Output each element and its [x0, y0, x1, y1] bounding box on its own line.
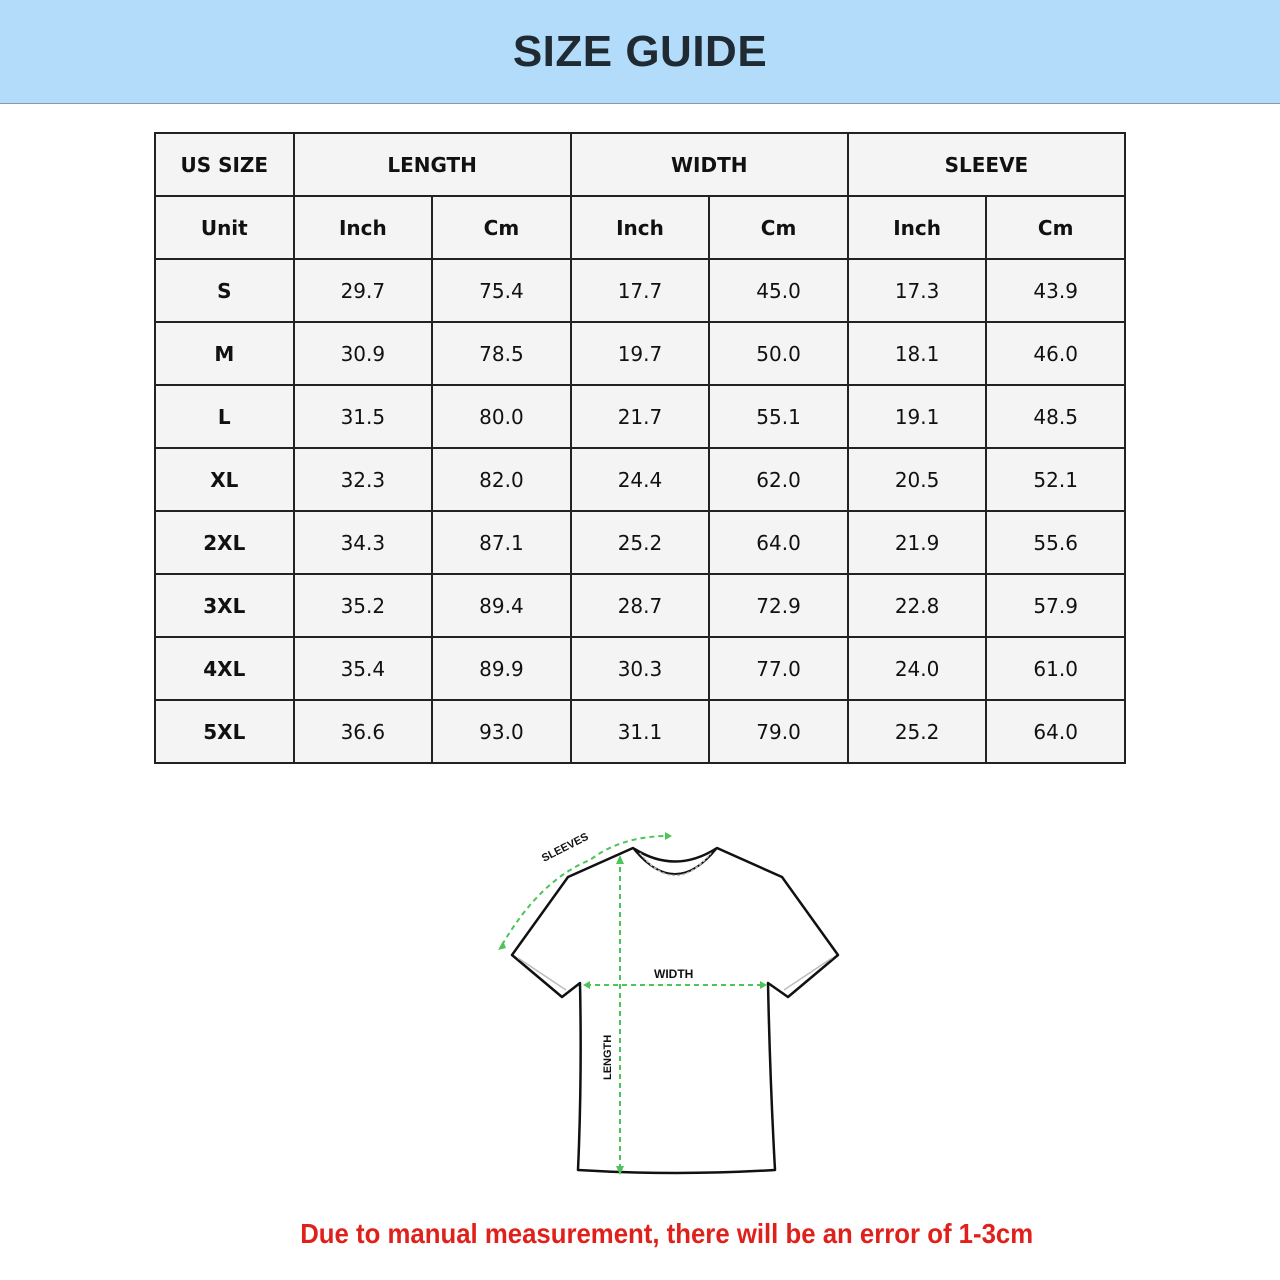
value-cell: 52.1 — [985, 447, 1126, 512]
value-cell: 25.2 — [846, 699, 988, 764]
measurement-note: Due to manual measurement, there will be… — [300, 1218, 1034, 1249]
value-cell: 61.0 — [985, 636, 1126, 701]
value-cell: 24.0 — [846, 636, 988, 701]
unit-header: Cm — [708, 195, 849, 260]
value-cell: 45.0 — [708, 258, 849, 323]
value-cell: 31.5 — [292, 384, 434, 449]
table-row: 5XL 36.6 93.0 31.1 79.0 25.2 64.0 — [154, 699, 1126, 764]
unit-header: Cm — [985, 195, 1126, 260]
value-cell: 55.1 — [708, 384, 849, 449]
value-cell: 25.2 — [569, 510, 711, 575]
value-cell: 19.7 — [569, 321, 711, 386]
value-cell: 82.0 — [431, 447, 572, 512]
value-cell: 93.0 — [431, 699, 572, 764]
width-label: WIDTH — [654, 967, 693, 981]
value-cell: 30.9 — [292, 321, 434, 386]
value-cell: 77.0 — [708, 636, 849, 701]
value-cell: 48.5 — [985, 384, 1126, 449]
sleeves-arrow — [501, 835, 666, 946]
measure-arrows — [501, 835, 764, 1172]
left-cuff-line — [517, 957, 567, 991]
arrowheads — [498, 832, 767, 1175]
table-row: 4XL 35.4 89.9 30.3 77.0 24.0 61.0 — [154, 636, 1126, 701]
value-cell: 24.4 — [569, 447, 711, 512]
value-cell: 80.0 — [431, 384, 572, 449]
value-cell: 31.1 — [569, 699, 711, 764]
header-width: WIDTH — [569, 132, 849, 197]
value-cell: 55.6 — [985, 510, 1126, 575]
header-banner: SIZE GUIDE — [0, 0, 1280, 104]
header-us-size: US SIZE — [154, 132, 295, 197]
value-cell: 29.7 — [292, 258, 434, 323]
value-cell: 89.4 — [431, 573, 572, 638]
table-row: S 29.7 75.4 17.7 45.0 17.3 43.9 — [154, 258, 1126, 323]
value-cell: 75.4 — [431, 258, 572, 323]
value-cell: 35.4 — [292, 636, 434, 701]
size-cell: 5XL — [154, 699, 295, 764]
size-cell: XL — [154, 447, 295, 512]
unit-header: Inch — [846, 195, 988, 260]
value-cell: 79.0 — [708, 699, 849, 764]
table-row: M 30.9 78.5 19.7 50.0 18.1 46.0 — [154, 321, 1126, 386]
size-cell: S — [154, 258, 295, 323]
value-cell: 32.3 — [292, 447, 434, 512]
value-cell: 18.1 — [846, 321, 988, 386]
value-cell: 87.1 — [431, 510, 572, 575]
unit-header-row: Unit Inch Cm Inch Cm Inch Cm — [154, 195, 1126, 260]
size-cell: L — [154, 384, 295, 449]
value-cell: 22.8 — [846, 573, 988, 638]
value-cell: 46.0 — [985, 321, 1126, 386]
value-cell: 62.0 — [708, 447, 849, 512]
value-cell: 17.3 — [846, 258, 988, 323]
unit-header: Inch — [292, 195, 434, 260]
table-row: 2XL 34.3 87.1 25.2 64.0 21.9 55.6 — [154, 510, 1126, 575]
sleeves-label: SLEEVES — [540, 831, 591, 865]
unit-header: Unit — [154, 195, 295, 260]
page-title: SIZE GUIDE — [512, 26, 768, 76]
right-cuff-line — [783, 957, 833, 991]
size-cell: 4XL — [154, 636, 295, 701]
collar-stitch — [639, 852, 712, 877]
value-cell: 21.7 — [569, 384, 711, 449]
value-cell: 21.9 — [846, 510, 988, 575]
size-cell: M — [154, 321, 295, 386]
value-cell: 19.1 — [846, 384, 988, 449]
value-cell: 89.9 — [431, 636, 572, 701]
value-cell: 78.5 — [431, 321, 572, 386]
size-cell: 2XL — [154, 510, 295, 575]
header-sleeve: SLEEVE — [846, 132, 1127, 197]
table-row: L 31.5 80.0 21.7 55.1 19.1 48.5 — [154, 384, 1126, 449]
table-row: XL 32.3 82.0 24.4 62.0 20.5 52.1 — [154, 447, 1126, 512]
unit-header: Cm — [431, 195, 572, 260]
value-cell: 28.7 — [569, 573, 711, 638]
table-row: 3XL 35.2 89.4 28.7 72.9 22.8 57.9 — [154, 573, 1126, 638]
value-cell: 35.2 — [292, 573, 434, 638]
value-cell: 30.3 — [569, 636, 711, 701]
value-cell: 20.5 — [846, 447, 988, 512]
value-cell: 34.3 — [292, 510, 434, 575]
value-cell: 50.0 — [708, 321, 849, 386]
value-cell: 43.9 — [985, 258, 1126, 323]
value-cell: 64.0 — [985, 699, 1126, 764]
unit-header: Inch — [569, 195, 711, 260]
value-cell: 17.7 — [569, 258, 711, 323]
value-cell: 36.6 — [292, 699, 434, 764]
value-cell: 72.9 — [708, 573, 849, 638]
size-table: US SIZE LENGTH WIDTH SLEEVE Unit Inch Cm… — [154, 132, 1127, 764]
tshirt-outline — [510, 846, 840, 1175]
value-cell: 57.9 — [985, 573, 1126, 638]
size-cell: 3XL — [154, 573, 295, 638]
value-cell: 64.0 — [708, 510, 849, 575]
group-header-row: US SIZE LENGTH WIDTH SLEEVE — [154, 132, 1127, 197]
header-length: LENGTH — [292, 132, 572, 197]
length-label: LENGTH — [602, 1035, 614, 1080]
